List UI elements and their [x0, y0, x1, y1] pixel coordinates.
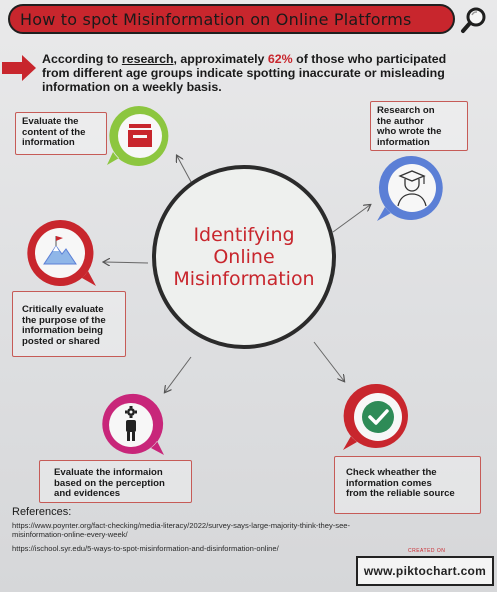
step-evaluate-perception: Evaluate the informaion based on the per…: [39, 460, 192, 503]
page-title: How to spot Misinformation on Online Pla…: [20, 9, 412, 29]
person-gear-icon: [102, 393, 164, 455]
magnifier-icon: [461, 7, 486, 33]
step-line: the purpose of the: [22, 314, 106, 326]
step-line: based on the perception: [54, 477, 165, 489]
references-heading: References:: [12, 506, 72, 518]
intro-line2: from different age groups indicate spott…: [42, 66, 445, 80]
intro-percent: 62%: [267, 52, 293, 66]
step-line: information comes: [346, 477, 432, 489]
central-line-3: Misinformation: [173, 268, 315, 290]
step-line: from the reliable source: [346, 488, 455, 499]
central-line-1: Identifying: [193, 224, 295, 246]
step-line: information: [22, 137, 75, 148]
intro-prefix: According to: [42, 52, 122, 66]
step-research-author: Research on the author who wrote the inf…: [370, 101, 468, 151]
arrow-to-purpose: [104, 262, 149, 263]
mountain-flag-icon: [27, 219, 96, 286]
step-line: Evaluate the informaion: [54, 467, 163, 478]
tray-icon: [107, 106, 169, 166]
step-line: content of the: [22, 126, 86, 138]
step-line: information being: [22, 325, 104, 336]
intro-line1-suffix: of those who participated: [292, 52, 447, 66]
arrow-to-perception: [165, 356, 192, 392]
step-line: Research on: [377, 105, 435, 116]
step-line: Check wheather the: [346, 467, 437, 478]
researcher-icon: [377, 155, 443, 221]
step-line: who wrote the: [377, 126, 442, 137]
reference-link-1b[interactable]: misinformation-online-every-week/: [12, 530, 128, 539]
step-evaluate-purpose: Critically evaluate the purpose of the i…: [12, 291, 126, 357]
badge-tag: CREATED ON: [408, 548, 446, 554]
step-line: Critically evaluate: [22, 304, 104, 315]
reference-link-1a[interactable]: https://www.poynter.org/fact-checking/me…: [12, 521, 351, 530]
step-line: and evidences: [54, 488, 121, 499]
intro-line3: information on a weekly basis.: [42, 80, 222, 94]
reference-link-2[interactable]: https://ischool.syr.edu/5-ways-to-spot-m…: [12, 544, 279, 553]
step-line: the author: [377, 115, 424, 127]
check-icon: [343, 383, 408, 450]
step-evaluate-content: Evaluate the content of the information: [15, 112, 107, 155]
step-check-source: Check wheather the information comes fro…: [334, 456, 481, 514]
arrow-to-author: [332, 205, 370, 233]
step-line: information: [377, 136, 430, 148]
title-banner: How to spot Misinformation on Online Pla…: [8, 4, 455, 34]
research-link[interactable]: research: [121, 52, 174, 66]
intro-text: According to research, approximately 62%…: [42, 52, 492, 94]
piktochart-badge[interactable]: www.piktochart.com: [356, 556, 494, 586]
intro-middle: , approximately: [173, 52, 268, 66]
arrow-to-source: [313, 341, 344, 381]
red-arrow-icon: [2, 55, 36, 81]
step-line: Evaluate the: [22, 116, 79, 127]
badge-text: www.piktochart.com: [363, 564, 487, 578]
central-line-2: Online: [213, 246, 275, 268]
central-topic: Identifying Online Misinformation: [152, 165, 336, 349]
step-line: posted or shared: [22, 335, 100, 347]
